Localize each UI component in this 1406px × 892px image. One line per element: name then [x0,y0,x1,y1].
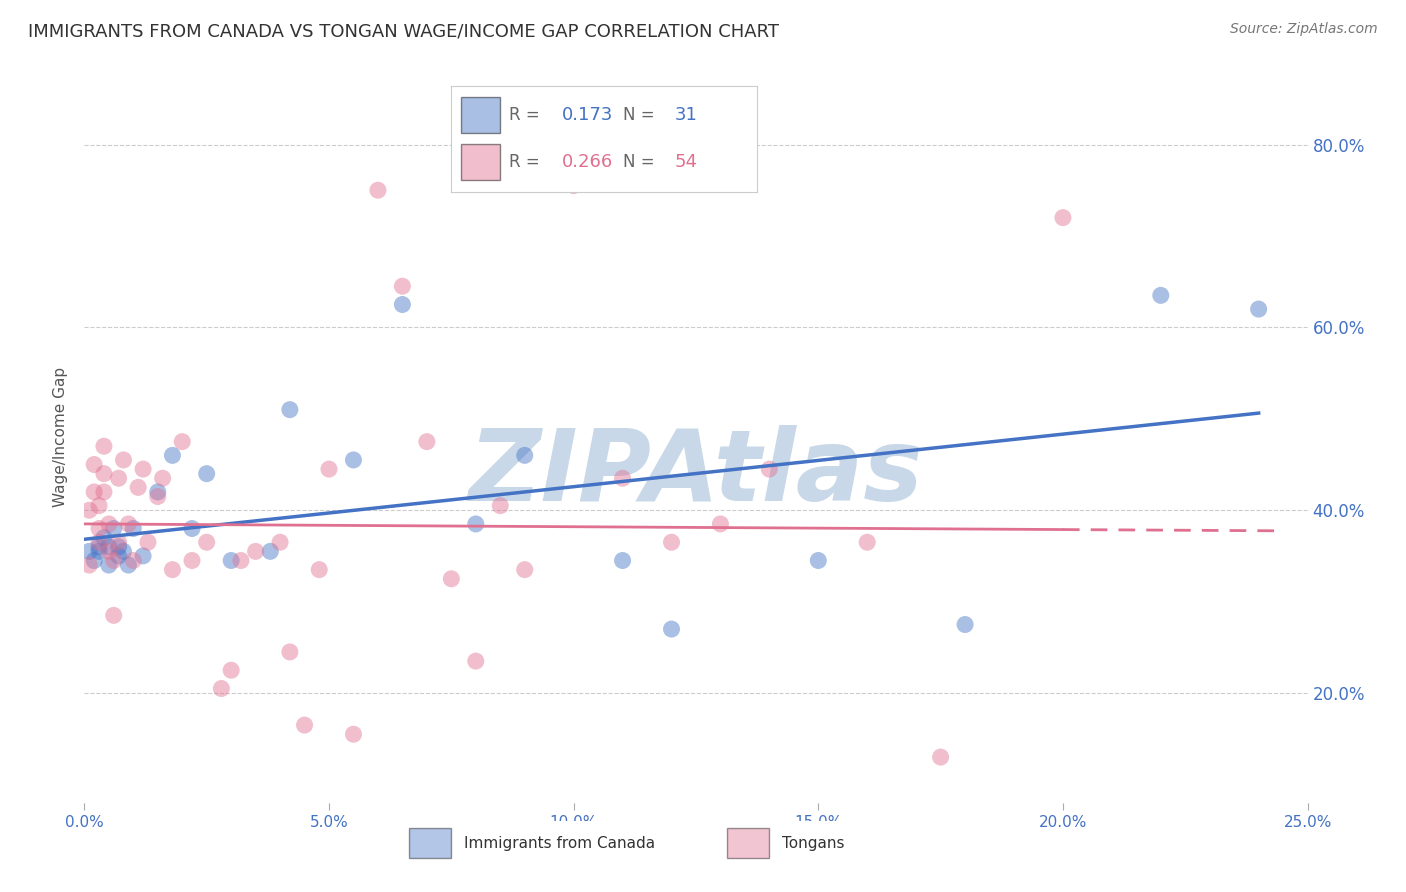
Point [367,183,389,197]
Point [342,727,364,741]
Point [97,544,120,558]
Point [112,453,135,467]
Point [709,516,731,531]
Point [136,535,159,549]
Point [97,558,120,573]
Point [661,535,683,549]
Point [87,499,110,513]
Point [93,467,115,481]
Point [489,499,512,513]
Point [1052,211,1074,225]
Point [612,471,634,485]
Point [856,535,879,549]
Point [259,544,281,558]
Point [464,516,486,531]
Point [209,681,232,696]
Point [464,654,486,668]
Point [391,297,413,311]
Point [181,521,204,535]
Point [195,467,218,481]
Point [152,471,174,485]
Point [93,439,115,453]
Point [112,544,135,558]
Point [513,563,536,577]
Point [127,480,149,494]
Point [117,558,139,573]
Text: ZIPAtlas: ZIPAtlas [468,425,924,522]
Point [562,178,585,193]
Point [77,558,100,573]
Point [87,544,110,558]
Point [269,535,291,549]
Point [661,622,683,636]
Point [1002,819,1025,833]
Point [103,521,125,535]
Y-axis label: Wage/Income Gap: Wage/Income Gap [53,367,69,508]
Point [245,544,267,558]
Point [146,490,169,504]
Point [97,516,120,531]
Point [612,553,634,567]
Text: Source: ZipAtlas.com: Source: ZipAtlas.com [1230,22,1378,37]
Point [103,553,125,567]
Point [107,535,129,549]
Point [929,750,952,764]
Point [97,540,120,554]
Point [1247,302,1270,317]
Point [107,471,129,485]
Point [308,563,330,577]
Point [318,462,340,476]
Point [229,553,252,567]
Point [1150,288,1173,302]
Point [294,718,316,732]
Point [440,572,463,586]
Point [416,434,439,449]
Point [342,453,364,467]
Point [103,608,125,623]
Point [87,521,110,535]
Point [172,434,194,449]
Point [83,485,105,500]
Point [219,553,242,567]
Point [195,535,218,549]
Point [278,402,301,417]
Point [146,485,169,500]
Point [162,563,184,577]
Point [122,521,145,535]
Point [107,540,129,554]
Point [278,645,301,659]
Point [93,531,115,545]
Point [758,462,780,476]
Text: IMMIGRANTS FROM CANADA VS TONGAN WAGE/INCOME GAP CORRELATION CHART: IMMIGRANTS FROM CANADA VS TONGAN WAGE/IN… [28,22,779,40]
Point [391,279,413,293]
Point [219,663,242,677]
Point [132,462,155,476]
Point [93,485,115,500]
Point [117,516,139,531]
Point [181,553,204,567]
Point [132,549,155,563]
Point [87,540,110,554]
Point [513,448,536,462]
Point [122,553,145,567]
Point [807,553,830,567]
Point [162,448,184,462]
Point [107,549,129,563]
Point [77,544,100,558]
Point [87,535,110,549]
Point [83,458,105,472]
Point [77,503,100,517]
Point [953,617,976,632]
Point [83,553,105,567]
